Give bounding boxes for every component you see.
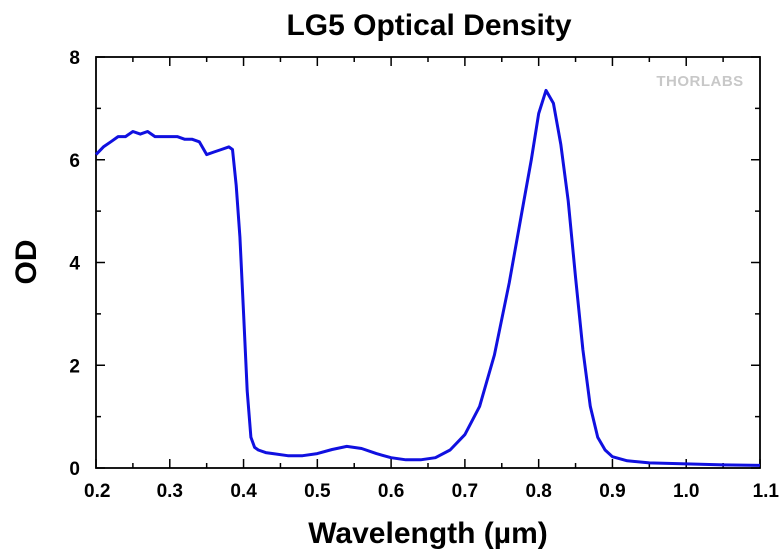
y-tick-label: 6: [69, 151, 80, 172]
od-curve: [94, 88, 761, 467]
plot-frame: [95, 56, 761, 469]
thorlabs-logo: THORLABS: [656, 73, 743, 90]
y-tick-label: 0: [69, 459, 80, 480]
x-tick-label: 0.8: [525, 481, 551, 502]
x-tick-label: 0.3: [157, 481, 183, 502]
x-tick-label: 0.4: [230, 481, 257, 502]
y-tick-label: 4: [69, 254, 80, 275]
x-axis-label: Wavelength (µm): [308, 517, 548, 550]
tick-labels: 0.2 0.3 0.4 0.5 0.6 0.7 0.8 0.9 1.0 1.1 0 2 4 6 8: [69, 48, 779, 502]
x-tick-label: 0.5: [304, 481, 331, 502]
axis-ticks: [95, 56, 761, 469]
x-tick-label: 0.7: [452, 481, 478, 502]
y-axis-label: OD: [10, 240, 43, 285]
x-tick-label: 1.0: [673, 481, 699, 502]
x-tick-label: 0.9: [599, 481, 625, 502]
chart-title: LG5 Optical Density: [286, 9, 571, 42]
x-tick-label: 0.6: [378, 481, 404, 502]
x-tick-label: 0.2: [84, 481, 110, 502]
y-tick-label: 8: [69, 48, 80, 69]
y-tick-label: 2: [69, 356, 80, 377]
x-tick-label: 1.1: [753, 481, 780, 502]
